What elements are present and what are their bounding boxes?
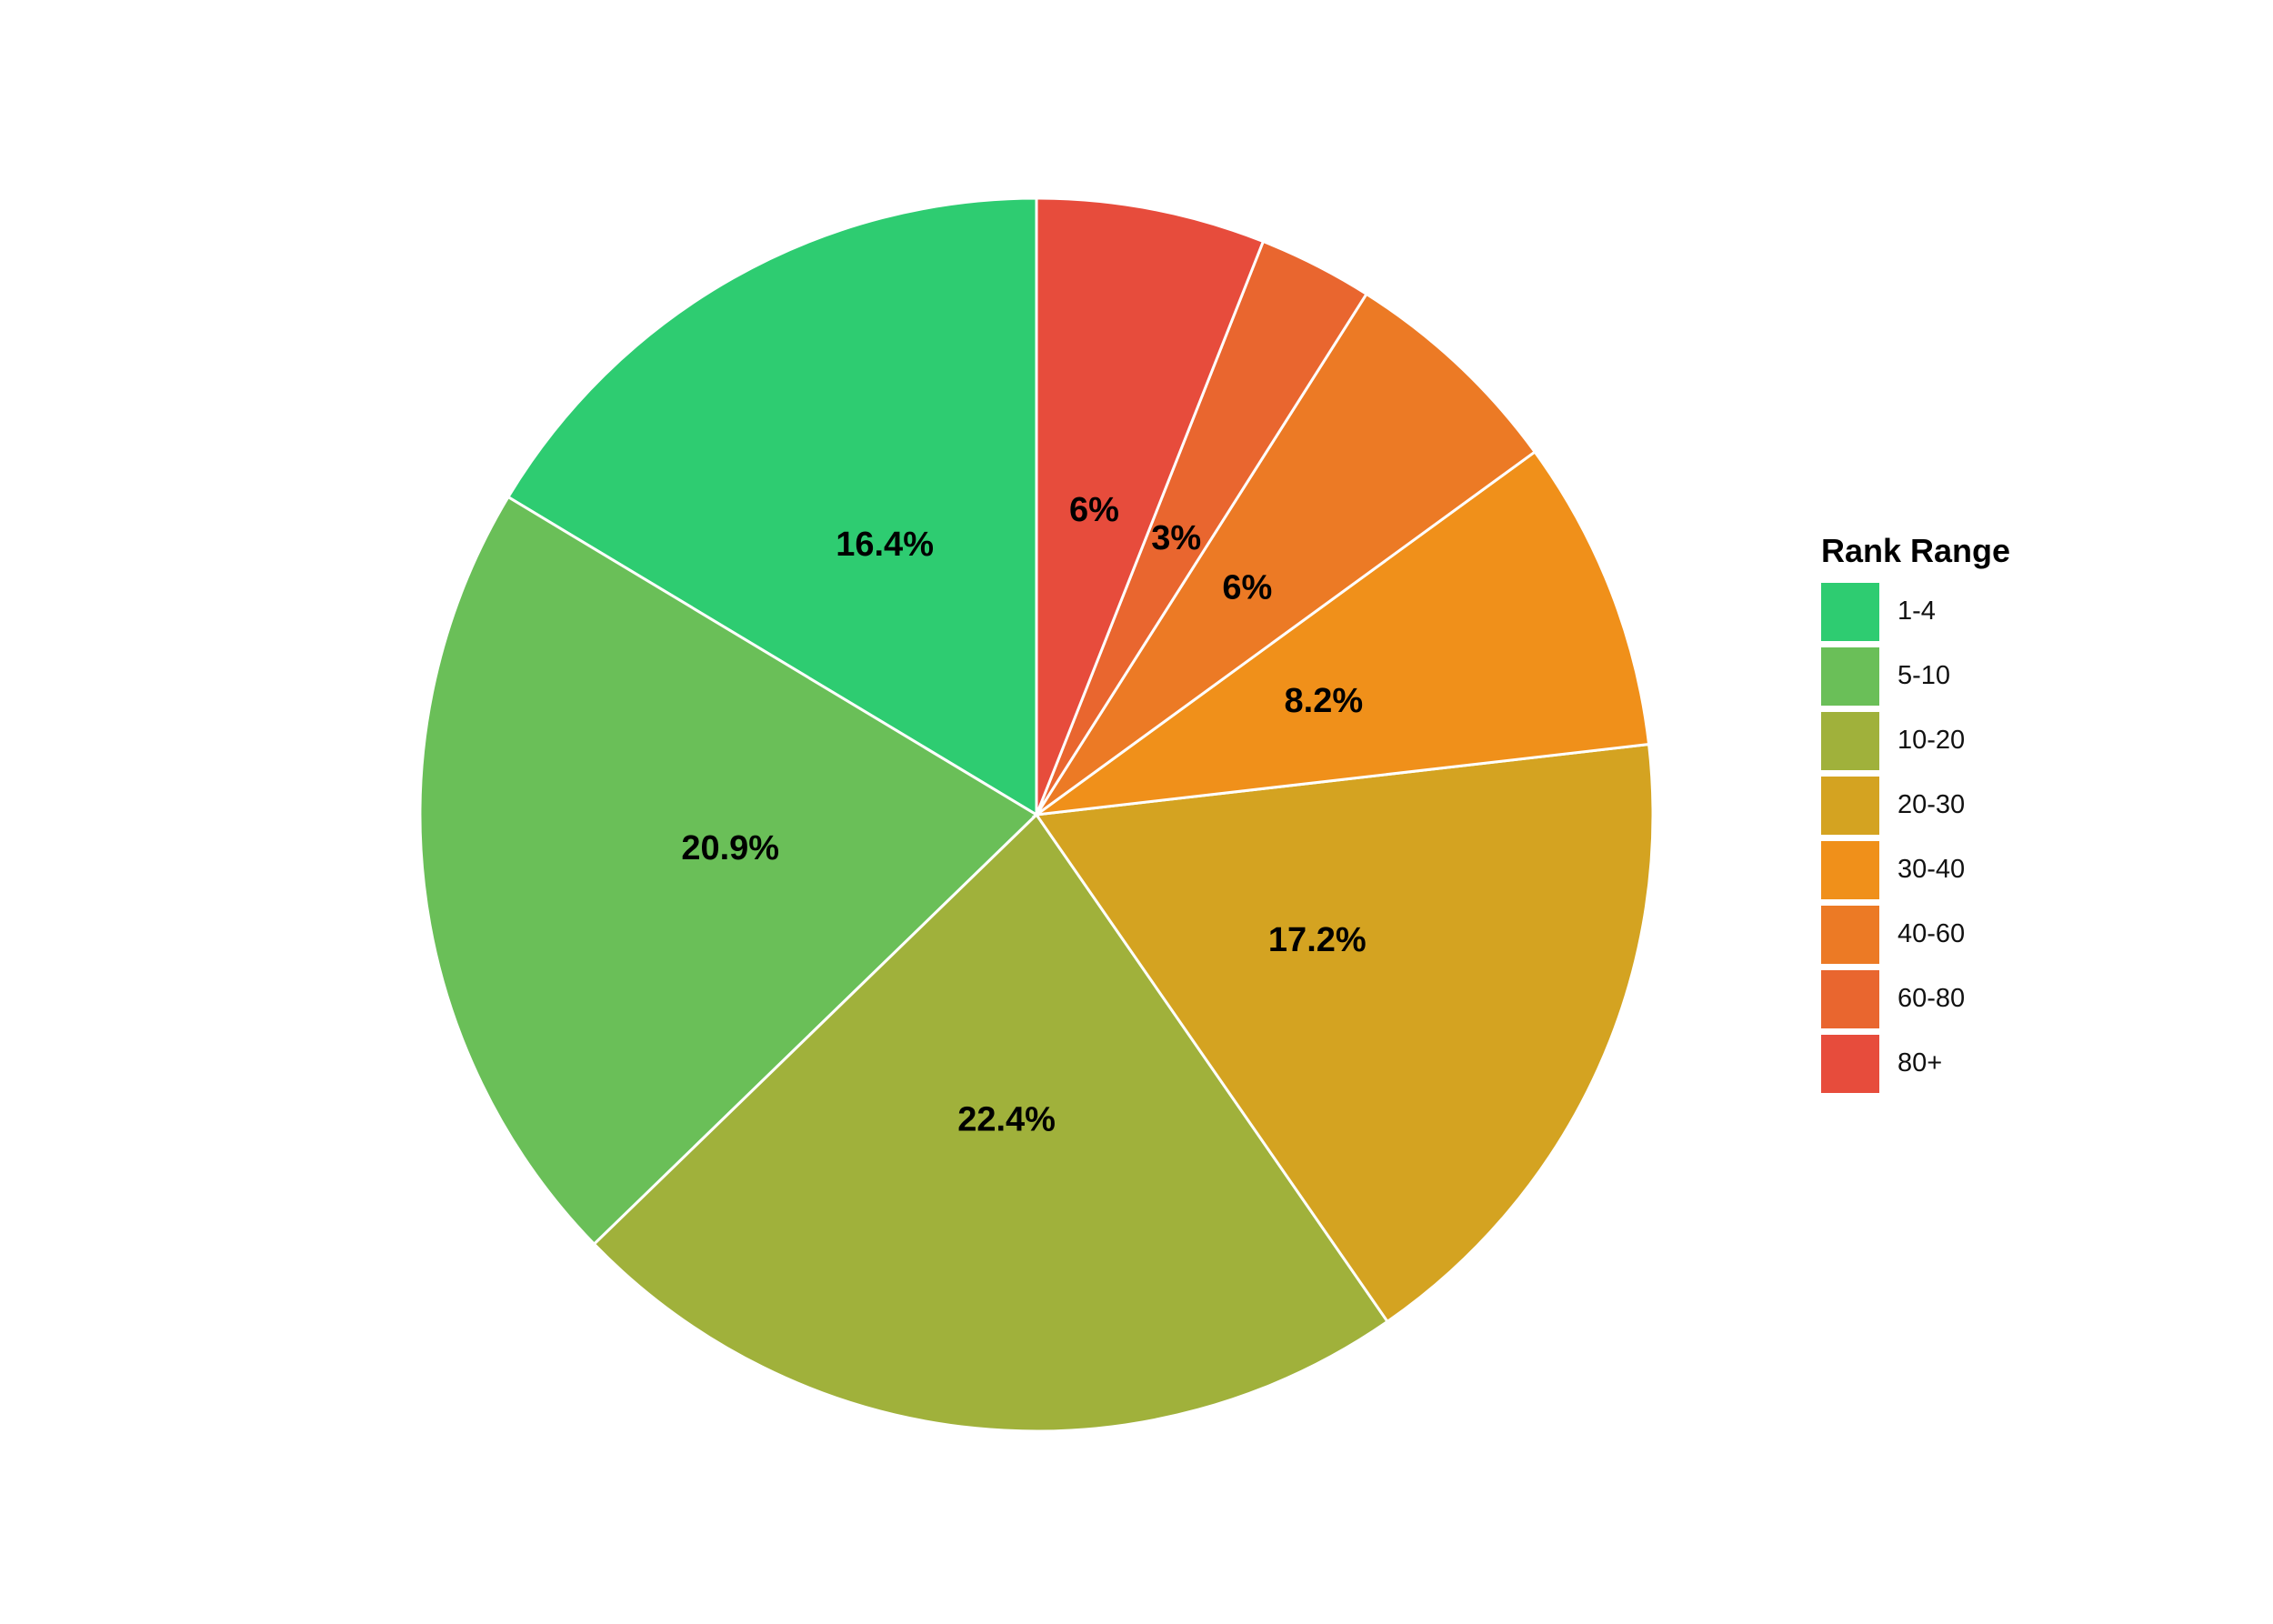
legend-swatch-30-40 <box>1821 840 1879 899</box>
pie-slice-20-30 <box>1034 742 1655 1324</box>
pie-slice-30-40 <box>1031 449 1651 817</box>
legend: Rank Range 1-4 5-10 10-20 20-30 30-40 40-60 60… <box>1821 532 2010 1096</box>
legend-swatch-20-30 <box>1821 776 1879 835</box>
legend-item-80+: 80+ <box>1821 1031 2010 1096</box>
legend-item-30-40: 30-40 <box>1821 837 2010 902</box>
legend-swatch-1-4 <box>1821 582 1879 641</box>
pie-slice-1-4 <box>506 196 1038 817</box>
pie-labels: 16.4% 20.9% 22.4% 17.2% 8.2% 6% 3% 6% <box>681 491 1366 1138</box>
legend-swatch-60-80 <box>1821 969 1879 1028</box>
legend-label-10-20: 10-20 <box>1898 726 1966 755</box>
slice-label-60-80: 3% <box>1151 519 1201 557</box>
legend-item-5-10: 5-10 <box>1821 644 2010 708</box>
legend-swatch-10-20 <box>1821 711 1879 770</box>
pie-slice-10-20 <box>592 812 1390 1433</box>
legend-item-40-60: 40-60 <box>1821 902 2010 967</box>
legend-title: Rank Range <box>1821 532 2011 569</box>
slice-label-10-20: 22.4% <box>957 1100 1056 1138</box>
pie-slices <box>418 196 1655 1433</box>
slice-label-5-10: 20.9% <box>681 829 779 867</box>
legend-label-1-4: 1-4 <box>1898 596 1936 626</box>
legend-label-80+: 80+ <box>1898 1048 1943 1078</box>
slice-label-40-60: 6% <box>1222 569 1272 607</box>
legend-item-1-4: 1-4 <box>1821 579 2010 644</box>
legend-item-60-80: 60-80 <box>1821 967 2010 1031</box>
legend-label-5-10: 5-10 <box>1898 661 1951 690</box>
pie-slice-80+ <box>1035 196 1266 816</box>
legend-item-20-30: 20-30 <box>1821 773 2010 837</box>
legend-swatch-40-60 <box>1821 905 1879 964</box>
legend-label-30-40: 30-40 <box>1898 855 1966 884</box>
legend-swatch-80+ <box>1821 1034 1879 1093</box>
slice-label-80+: 6% <box>1069 491 1119 529</box>
slice-label-1-4: 16.4% <box>836 526 934 564</box>
pie-slice-40-60 <box>1035 292 1537 817</box>
legend-item-10-20: 10-20 <box>1821 708 2010 773</box>
slice-label-20-30: 17.2% <box>1268 921 1367 959</box>
legend-label-20-30: 20-30 <box>1898 790 1966 819</box>
legend-items: 1-4 5-10 10-20 20-30 30-40 40-60 60-80 80+ <box>1821 579 2010 1096</box>
legend-label-40-60: 40-60 <box>1898 919 1966 948</box>
legend-label-60-80: 60-80 <box>1898 984 1966 1013</box>
slice-label-30-40: 8.2% <box>1285 682 1364 720</box>
legend-swatch-5-10 <box>1821 647 1879 706</box>
pie-slice-5-10 <box>418 495 1039 1247</box>
